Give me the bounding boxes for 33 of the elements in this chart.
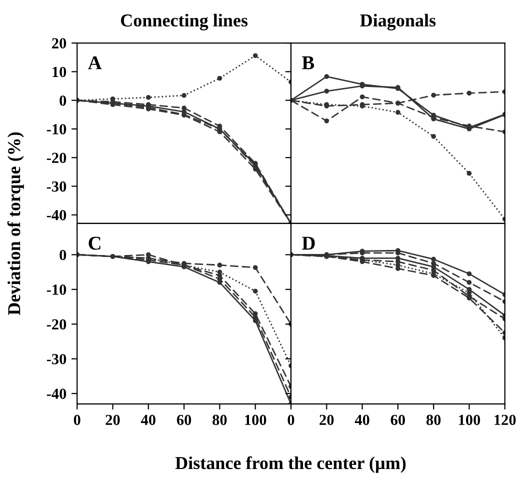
x-tick-label: 100 bbox=[245, 414, 266, 426]
x-tick-label: 0 bbox=[288, 414, 294, 426]
x-tick-label: 0 bbox=[74, 414, 80, 426]
y-axis-title: Deviation of torque (%) bbox=[7, 132, 24, 316]
annotation: C bbox=[88, 236, 100, 250]
x-tick-label: 120 bbox=[494, 414, 516, 426]
x-tick-label: 100 bbox=[458, 414, 480, 426]
x-tick-label: 60 bbox=[390, 414, 405, 426]
annotation: D bbox=[302, 236, 315, 250]
x-tick-label: 80 bbox=[212, 414, 227, 426]
y-tick-label: 0 bbox=[60, 95, 66, 106]
annotation: A bbox=[88, 56, 102, 70]
y-tick-label: -10 bbox=[46, 284, 66, 295]
y-tick-label: -40 bbox=[46, 210, 66, 220]
x-tick-label: 20 bbox=[320, 414, 334, 426]
y-tick-label: -10 bbox=[46, 124, 66, 134]
chart-title: Connecting lines bbox=[120, 14, 248, 30]
x-tick-label: 40 bbox=[354, 414, 370, 426]
x-tick-label: 20 bbox=[106, 414, 120, 426]
y-tick-label: -30 bbox=[46, 354, 66, 364]
y-tick-label: -30 bbox=[46, 181, 66, 192]
x-axis-title: Distance from the center (µm) bbox=[175, 456, 406, 473]
x-tick-label: 40 bbox=[140, 414, 156, 426]
y-tick-label: -40 bbox=[46, 388, 66, 399]
chart-title: Diagonals bbox=[360, 14, 436, 30]
y-tick-label: 20 bbox=[52, 38, 66, 48]
y-tick-label: 0 bbox=[60, 250, 66, 260]
x-tick-label: 80 bbox=[426, 414, 441, 426]
x-tick-label: 60 bbox=[176, 414, 192, 426]
annotation: B bbox=[302, 56, 314, 70]
y-tick-label: -20 bbox=[46, 319, 66, 330]
y-tick-label: -20 bbox=[46, 152, 66, 164]
y-tick-label: 10 bbox=[52, 66, 66, 78]
